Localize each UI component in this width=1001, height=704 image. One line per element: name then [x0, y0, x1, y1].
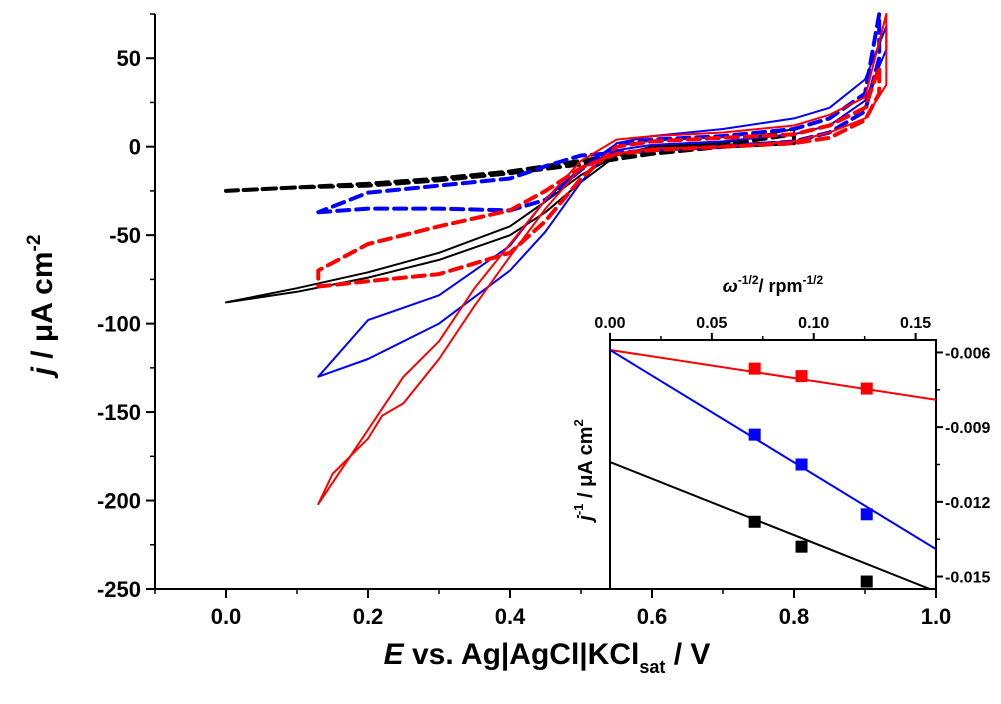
cv-series-0 — [225, 128, 795, 304]
inset-point — [860, 382, 873, 395]
y-tick-label: 50 — [117, 46, 141, 71]
inset-point — [748, 515, 761, 528]
x-tick-label: 0.8 — [779, 604, 810, 629]
x-axis-title: E vs. Ag|AgCl|KClsat / V — [384, 638, 711, 677]
y-tick-label: -200 — [97, 489, 141, 514]
y-tick-label: -150 — [97, 400, 141, 425]
y-axis-title: j / μA cm-2 — [24, 235, 59, 380]
inset-point — [795, 370, 808, 383]
y-tick-label: 0 — [129, 135, 141, 160]
inset-x-axis-title: ω-1/2/ rpm-1/2 — [723, 273, 824, 296]
inset-y-tick-label: -0.015 — [945, 570, 990, 587]
main-plot: 0.0 0.2 0.4 0.6 0.8 1.0 -250 -200 -150 -100 -50 0 50… — [24, 12, 952, 677]
x-tick-label: 0.0 — [211, 604, 242, 629]
inset-point — [748, 362, 761, 375]
y-tick-label: -50 — [109, 223, 141, 248]
inset-fit-line-2 — [610, 461, 933, 589]
inset-x-tick-label: 0.00 — [594, 315, 625, 332]
inset-x-tick-label: 0.10 — [798, 315, 829, 332]
cv-series-5 — [316, 65, 882, 289]
y-tick-label: -100 — [97, 312, 141, 337]
inset-point — [860, 508, 873, 521]
inset-y-tick-label: -0.009 — [945, 420, 990, 437]
inset-point — [795, 458, 808, 471]
cv-series-1 — [224, 132, 796, 193]
inset-y-axis-title: j-1 / μA cm2 — [571, 419, 597, 523]
x-tick-label: 1.0 — [921, 604, 952, 629]
y-tick-label: -250 — [97, 577, 141, 602]
inset-fit-line-1 — [610, 349, 936, 551]
inset-point — [860, 575, 873, 588]
x-tick-label: 0.2 — [353, 604, 384, 629]
inset-point — [748, 428, 761, 441]
inset-y-tick-label: -0.012 — [945, 495, 990, 512]
inset-x-tick-label: 0.05 — [696, 315, 727, 332]
inset-point — [795, 540, 808, 553]
x-tick-label: 0.4 — [495, 604, 526, 629]
x-tick-label: 0.6 — [637, 604, 668, 629]
inset-frame — [609, 339, 937, 590]
inset-y-tick-label: -0.006 — [945, 345, 990, 362]
inset-fit-line-0 — [610, 348, 936, 401]
inset-plot: 0.00 0.05 0.10 0.15 -0.006 -0.009 -0.012 -0.015… — [571, 273, 990, 590]
inset-x-tick-label: 0.15 — [900, 315, 931, 332]
cv-series-4 — [317, 13, 888, 506]
